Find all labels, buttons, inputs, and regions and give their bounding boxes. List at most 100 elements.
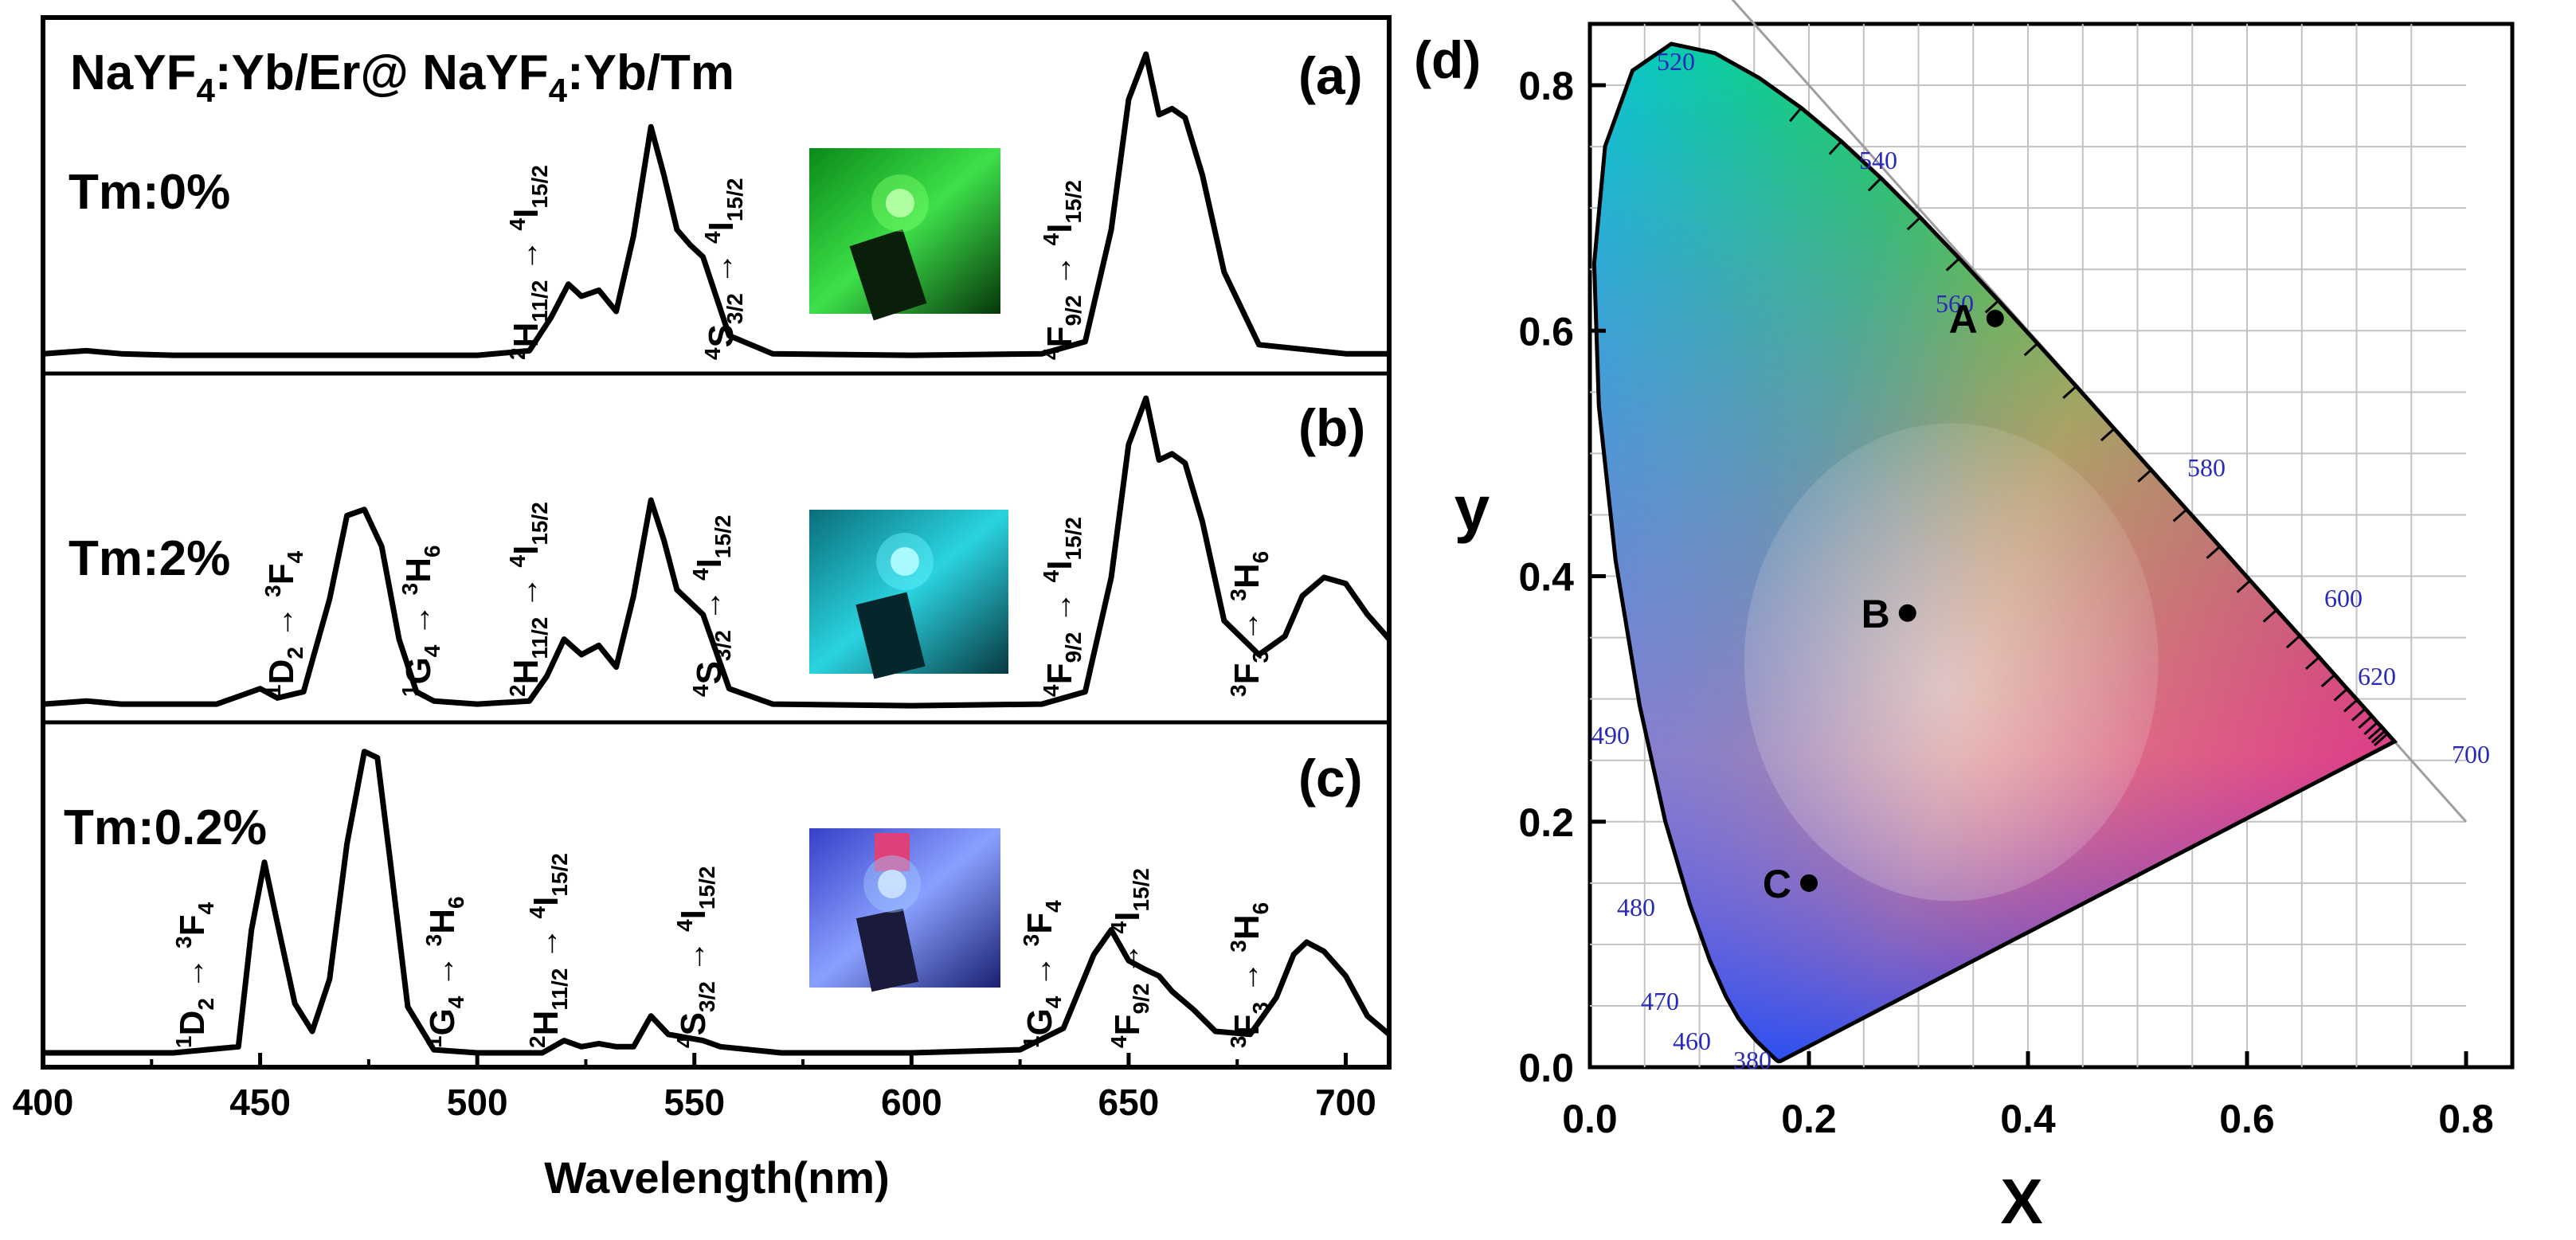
point-label-c: C [1763, 862, 1791, 906]
locus-tick [1945, 257, 1960, 272]
transition-label: 2H11/2 → 4I15/2 [505, 165, 552, 360]
cie-x-tick-label: 0.6 [2219, 1097, 2275, 1141]
cie-y-tick-label: 0.6 [1518, 309, 1574, 354]
svg-text:2H11/2 → 4I15/2: 2H11/2 → 4I15/2 [505, 502, 552, 697]
svg-text:2H11/2 → 4I15/2: 2H11/2 → 4I15/2 [505, 165, 552, 360]
transition-label: 4F9/2 → 4I15/2 [1039, 517, 1086, 697]
blue-photo-icon [809, 828, 1000, 992]
sample-label-b: Tm:2% [69, 531, 230, 586]
cie-x-tick-label: 0.0 [1562, 1097, 1618, 1141]
transition-label: 4S3/2 → 4I15/2 [700, 178, 747, 360]
wavelength-label: 580 [2187, 453, 2226, 482]
svg-text:4S3/2 → 4I15/2: 4S3/2 → 4I15/2 [688, 515, 735, 697]
svg-text:4S3/2 → 4I15/2: 4S3/2 → 4I15/2 [672, 866, 719, 1048]
locus-tick [1788, 107, 1803, 123]
x-axis-label: Wavelength(nm) [544, 1152, 889, 1203]
cie-y-tick-label: 0.4 [1518, 555, 1574, 600]
transition-label: 1D2 → 3F4 [171, 902, 218, 1048]
svg-text:4F9/2 → 4I15/2: 4F9/2 → 4I15/2 [1039, 180, 1086, 360]
locus-tick [2363, 721, 2378, 736]
locus-tick [2062, 385, 2077, 399]
locus-tick [2358, 715, 2373, 730]
transition-label: 3F3 → 3H6 [1226, 551, 1273, 697]
x-tick-label: 400 [13, 1082, 74, 1123]
wavelength-label: 620 [2358, 662, 2396, 690]
spectra-panel: NaYF4:Yb/Er@ NaYF4:Yb/Tm (a) (b) (c) Tm:… [13, 15, 1392, 1203]
x-tick-label: 700 [1315, 1082, 1376, 1123]
locus-tick [1828, 140, 1842, 155]
svg-text:1G4 → 3H6: 1G4 → 3H6 [421, 896, 468, 1048]
locus-tick [2351, 707, 2367, 722]
svg-text:3F3 → 3H6: 3F3 → 3H6 [1226, 902, 1273, 1048]
point-a [1986, 309, 2004, 327]
wavelength-label: 460 [1673, 1027, 1711, 1055]
svg-text:3F3 → 3H6: 3F3 → 3H6 [1226, 551, 1273, 697]
x-tick-label: 500 [447, 1082, 508, 1123]
locus-tick [1867, 177, 1882, 192]
svg-text:4F9/2 → 4I15/2: 4F9/2 → 4I15/2 [1106, 868, 1153, 1048]
spectrum-line-1 [43, 395, 1389, 709]
panel-tag-c: (c) [1298, 749, 1363, 808]
locus-tick [2333, 687, 2348, 702]
locus-tick [2206, 546, 2221, 559]
spectral-locus [1591, 41, 2398, 1064]
cie-x-label: X [2000, 1166, 2042, 1237]
transition-label: 1G4 → 3H6 [421, 896, 468, 1048]
chromaticity-points: A B C [1763, 297, 2004, 906]
cie-y-label: y [1454, 473, 1490, 544]
svg-text:1G4 → 3H6: 1G4 → 3H6 [397, 545, 444, 697]
panel-tag-d: (d) [1414, 30, 1481, 89]
locus-tick [2367, 726, 2383, 740]
spectrum-line-0 [43, 51, 1389, 358]
point-label-b: B [1862, 592, 1890, 636]
locus-tick [1906, 216, 1921, 231]
point-b [1898, 604, 1916, 622]
transition-label: 1G4 → 3H6 [397, 545, 444, 697]
panel-tag-a: (a) [1298, 46, 1363, 105]
svg-text:1D2 → 3F4: 1D2 → 3F4 [171, 902, 218, 1048]
x-axis-ticks: 400 450 500 550 600 650 700 [13, 1053, 1376, 1123]
locus-tick [2137, 468, 2152, 483]
wavelength-label: 380 [1733, 1046, 1771, 1074]
locus-tick [2305, 656, 2320, 671]
cie-x-tick-label: 0.8 [2438, 1097, 2494, 1141]
spectra-curves [43, 51, 1389, 1056]
svg-text:4S3/2 → 4I15/2: 4S3/2 → 4I15/2 [700, 178, 747, 360]
cie-y-tick-label: 0.2 [1518, 800, 1574, 845]
locus-tick [2373, 733, 2389, 747]
x-tick-label: 550 [664, 1082, 725, 1123]
transition-label: 4F9/2 → 4I15/2 [1106, 868, 1153, 1048]
wavelength-label: 700 [2452, 740, 2490, 769]
spectra-title: NaYF4:Yb/Er@ NaYF4:Yb/Tm [70, 45, 734, 109]
x-tick-label: 600 [881, 1082, 942, 1123]
transition-label: 1G4 → 3F4 [1019, 900, 1066, 1048]
transition-labels: 2H11/2 → 4I15/2 4S3/2 → 4I15/2 4F9/2 → 4I1… [171, 165, 1273, 1048]
locus-tick [2262, 608, 2278, 623]
green-photo-icon [809, 148, 1000, 321]
transition-label: 1D2 → 3F4 [260, 550, 307, 697]
locus-tick [2100, 428, 2116, 442]
svg-text:2H11/2 → 4I15/2: 2H11/2 → 4I15/2 [525, 853, 572, 1048]
transition-label: 2H11/2 → 4I15/2 [505, 502, 552, 697]
wavelength-label: 490 [1591, 721, 1630, 749]
locus-tick [2023, 342, 2038, 357]
panel-tag-b: (b) [1298, 398, 1365, 457]
wavelength-label: 560 [1936, 289, 1974, 318]
wavelength-label: 520 [1657, 47, 1695, 76]
cie-axis-ticks: 0.0 0.2 0.4 0.6 0.8 0.0 0.2 0.4 0.6 0.8 [1518, 64, 2493, 1141]
spectra-frame [41, 15, 1392, 1070]
spectrum-line-2 [43, 749, 1389, 1056]
transition-label: 3F3 → 3H6 [1226, 902, 1273, 1048]
x-tick-label: 650 [1098, 1082, 1160, 1123]
transition-label: 4S3/2 → 4I15/2 [688, 515, 735, 697]
point-label-a: A [1949, 297, 1978, 342]
locus-tick [2172, 508, 2188, 522]
wavelength-label: 470 [1641, 987, 1679, 1015]
cie-x-tick-label: 0.2 [1781, 1097, 1837, 1141]
transition-label: 4S3/2 → 4I15/2 [672, 866, 719, 1048]
svg-text:1G4 → 3F4: 1G4 → 3F4 [1019, 900, 1066, 1048]
cie-y-tick-label: 0.8 [1518, 64, 1574, 108]
wavelength-label: 480 [1617, 893, 1655, 921]
cyan-photo-icon [809, 510, 1008, 679]
